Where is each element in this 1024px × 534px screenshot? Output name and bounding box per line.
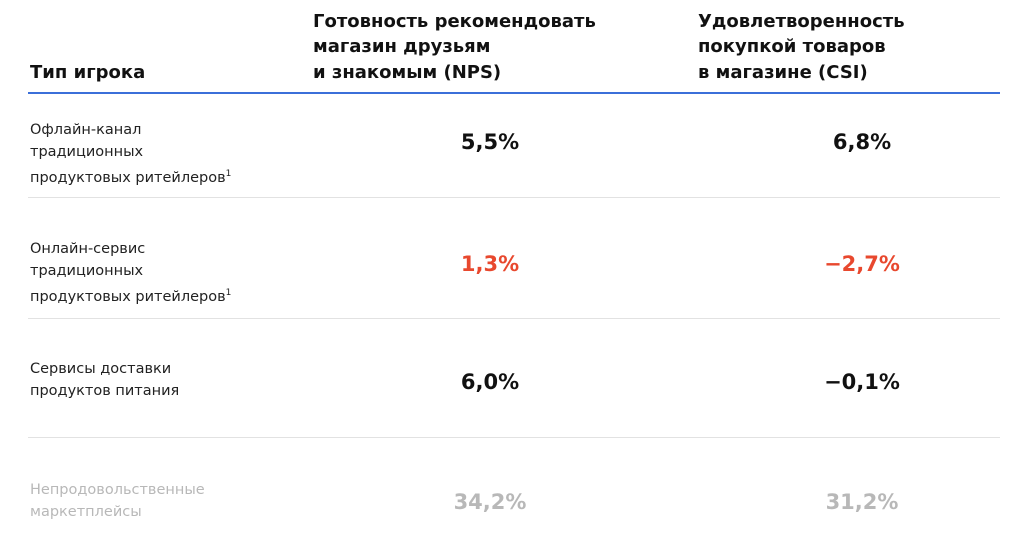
row-label: Непродовольственные маркетплейсы	[30, 479, 205, 523]
label-line: традиционных	[30, 144, 144, 160]
header-line: Готовность рекомендовать	[313, 10, 596, 32]
label-line: продуктовых ритейлеров1	[30, 288, 232, 305]
header-line: в магазине (CSI)	[698, 61, 868, 83]
footnote-mark: 1	[225, 169, 232, 179]
label-line: маркетплейсы	[30, 504, 142, 520]
label-line: продуктов питания	[30, 383, 180, 399]
label-line: Сервисы доставки	[30, 361, 172, 377]
header-line: и знакомым (NPS)	[313, 61, 502, 83]
value-cell: 1,3%	[460, 252, 520, 276]
header-line: Удовлетворенность	[698, 10, 905, 32]
value-cell: 6,8%	[832, 130, 892, 154]
header-line: Тип игрока	[30, 61, 146, 83]
value-cell: 6,0%	[460, 370, 520, 394]
row-label: Офлайн-канал традиционных продуктовых рите…	[30, 119, 231, 189]
row-label: Онлайн-сервис традиционных продуктовых рит…	[30, 238, 231, 308]
value-cell: 5,5%	[460, 130, 520, 154]
value-cell: −2,7%	[824, 252, 900, 276]
column-header: Готовность рекомендовать магазин друзьям и…	[313, 9, 596, 86]
header-divider	[28, 92, 1000, 94]
value-cell: 34,2%	[453, 490, 527, 514]
value-cell: 31,2%	[825, 490, 899, 514]
header-line: покупкой товаров	[698, 36, 886, 57]
column-header: Тип игрока	[30, 60, 145, 86]
value-cell: −0,1%	[824, 370, 900, 394]
footnote-mark: 1	[225, 288, 232, 298]
label-line: Офлайн-канал	[30, 122, 142, 138]
label-line: Онлайн-сервис	[30, 241, 146, 257]
header-line: магазин друзьям	[313, 36, 491, 57]
label-line: традиционных	[30, 263, 144, 279]
label-line: продуктовых ритейлеров1	[30, 169, 232, 186]
row-divider	[28, 318, 1000, 319]
row-label: Сервисы доставки продуктов питания	[30, 358, 179, 402]
label-line: Непродовольственные	[30, 482, 205, 498]
row-divider	[28, 437, 1000, 438]
row-divider	[28, 197, 1000, 198]
column-header: Удовлетворенность покупкой товаров в магаз…	[698, 9, 905, 86]
